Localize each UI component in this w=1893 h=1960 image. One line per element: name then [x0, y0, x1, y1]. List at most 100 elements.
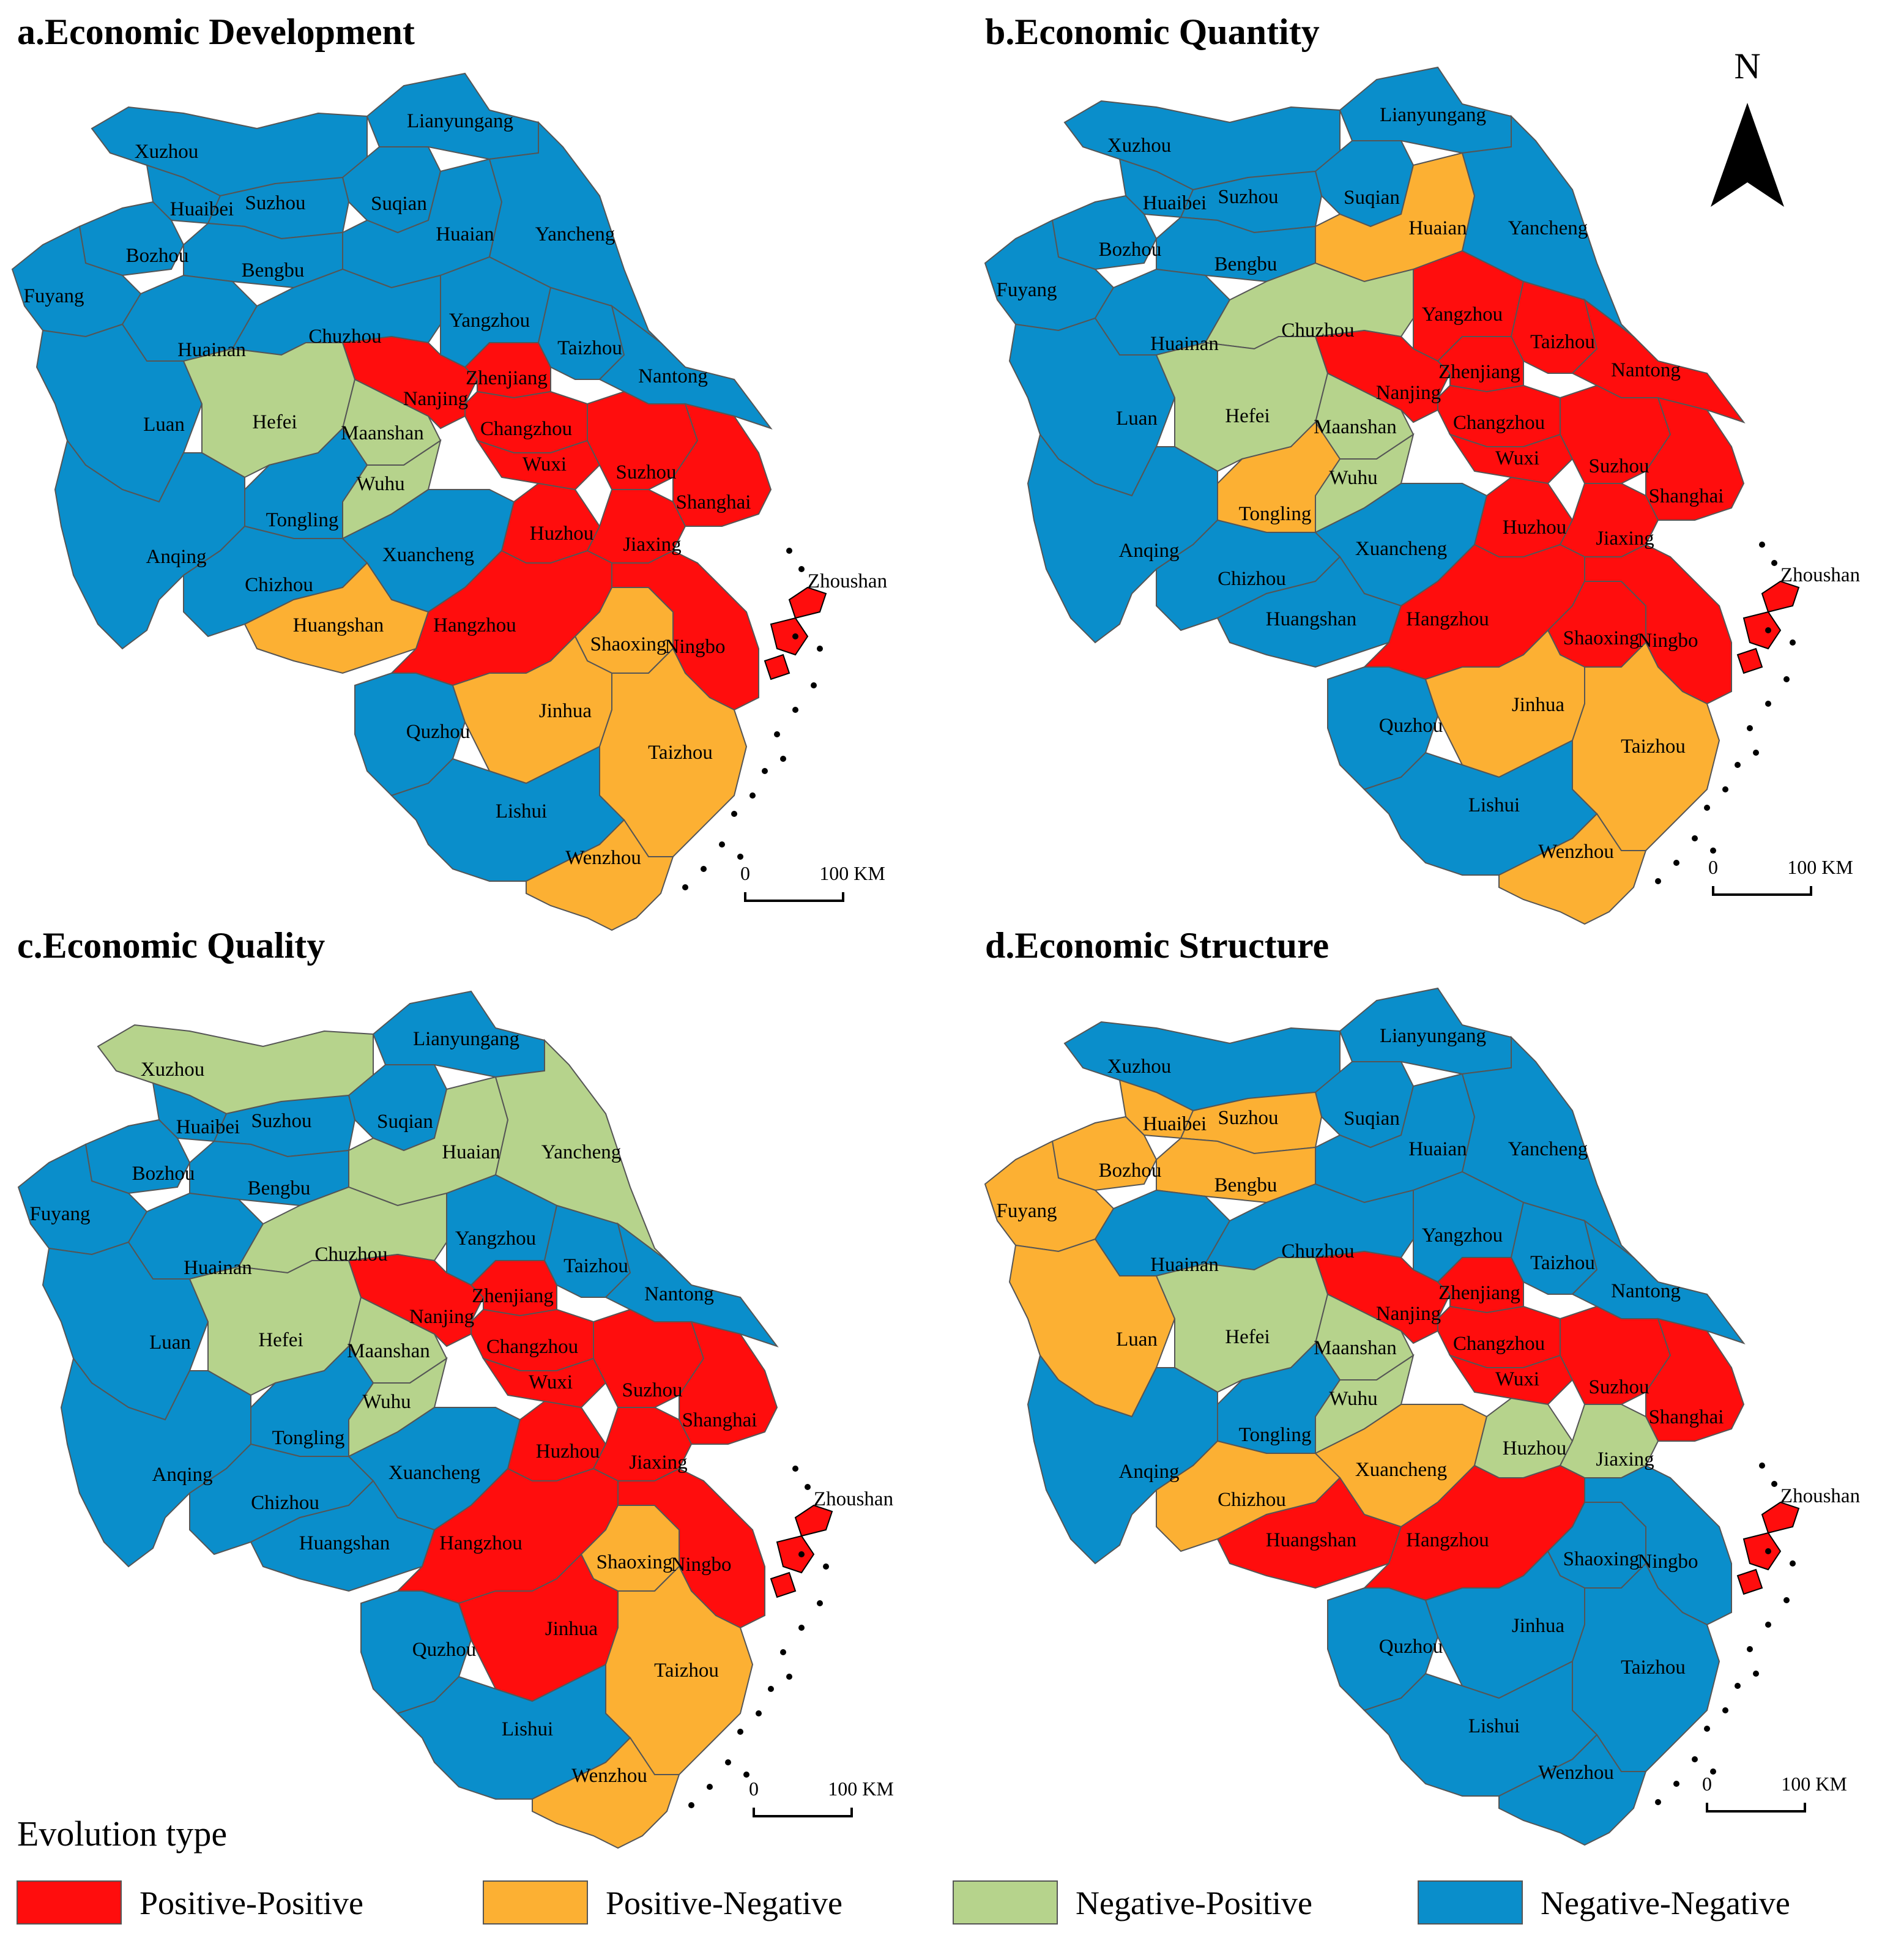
city-label: Shaoxing: [1563, 1548, 1640, 1570]
region-wenzhou: [1498, 813, 1647, 925]
region-shanghai: [672, 403, 772, 527]
scale-bar: 0 100 KM: [1708, 856, 1853, 896]
scale-end: 100 KM: [1781, 1773, 1847, 1795]
region-ningbo: [611, 550, 759, 711]
city-label: Suzhou: [1589, 455, 1649, 477]
city-label: Yancheng: [535, 223, 615, 245]
city-label: Ningbo: [1638, 630, 1698, 652]
city-label: Suqian: [371, 193, 427, 215]
city-label: Lianyungang: [1380, 1025, 1486, 1047]
city-label: Jinhua: [1512, 694, 1565, 716]
city-label: Xuzhou: [1107, 1056, 1171, 1078]
region-zhoushan-island: [770, 617, 809, 656]
city-label: Shanghai: [676, 491, 751, 513]
city-label: Chuzhou: [1281, 319, 1354, 341]
city-label: Nantong: [644, 1283, 714, 1305]
city-label: Tongling: [1239, 1424, 1312, 1446]
region-zhoushan-island: [764, 654, 790, 680]
city-label: Lishui: [496, 800, 547, 822]
city-label: Chizhou: [1218, 1489, 1286, 1511]
city-label: Xuzhou: [141, 1059, 204, 1081]
city-label: Huzhou: [1503, 516, 1566, 538]
city-label: Wenzhou: [565, 847, 641, 869]
city-label: Huainan: [1150, 1254, 1219, 1276]
city-label: Suzhou: [616, 461, 677, 483]
city-labels: Xuzhou Lianyungang Suqian Huaibei Suzhou Bozh…: [997, 104, 1861, 863]
city-label: Shanghai: [682, 1409, 757, 1431]
city-label: Shanghai: [1649, 1406, 1724, 1428]
region-zhoushan-island: [776, 1535, 815, 1574]
city-label: Wenzhou: [1538, 841, 1614, 863]
city-label: Yancheng: [541, 1141, 621, 1163]
city-label: Zhoushan: [814, 1488, 893, 1510]
north-arrow: N: [1711, 46, 1784, 207]
region-wenzhou: [532, 1737, 680, 1849]
city-label: Xuancheng: [1355, 1459, 1447, 1481]
scale-zero: 0: [1708, 856, 1718, 878]
city-label: Yangzhou: [455, 1228, 536, 1250]
region-zhoushan-island: [788, 586, 827, 619]
city-label: Fuyang: [24, 285, 84, 307]
region-zhoushan-island: [794, 1504, 833, 1537]
city-label: Wuxi: [1495, 1368, 1539, 1390]
city-label: Suzhou: [245, 192, 306, 214]
city-label: Suzhou: [622, 1379, 683, 1401]
city-label: Maanshan: [341, 422, 424, 444]
map-panel-d: Xuzhou Lianyungang Suqian Huaibei Suzhou Bozh…: [984, 987, 1861, 1846]
city-label: Chuzhou: [1281, 1240, 1354, 1262]
city-label: Anqing: [1119, 540, 1180, 562]
city-label: Suqian: [1344, 1108, 1400, 1130]
city-label: Jinhua: [539, 700, 592, 722]
city-label: Taizhou: [648, 742, 713, 764]
legend-label: Negative-Positive: [1076, 1885, 1312, 1921]
city-label: Zhoushan: [1780, 564, 1860, 586]
city-labels: Xuzhou Lianyungang Suqian Huaibei Suzhou Bozh…: [997, 1025, 1861, 1784]
coastal-islets: [688, 1466, 829, 1808]
city-label: Huzhou: [1503, 1437, 1566, 1459]
city-label: Wuxi: [523, 453, 567, 475]
city-label: Chizhou: [251, 1492, 319, 1514]
north-arrow-icon: [1711, 103, 1784, 207]
city-label: Suzhou: [1589, 1376, 1649, 1398]
map-panel-b: Xuzhou Lianyungang Suqian Huaibei Suzhou Bozh…: [984, 66, 1861, 925]
city-label: Bozhou: [126, 245, 189, 267]
region-zhoushan-island: [1761, 580, 1800, 613]
map-regions: [17, 990, 779, 1849]
city-label: Nanjing: [1376, 1303, 1441, 1325]
city-label: Huangshan: [299, 1532, 390, 1554]
legend-item-negative-negative: Negative-Negative: [1418, 1880, 1790, 1925]
map-panel-c: Xuzhou Lianyungang Suqian Huaibei Suzhou Bozh…: [17, 990, 893, 1849]
city-label: Chuzhou: [308, 326, 381, 348]
map-regions: [11, 72, 773, 931]
city-label: Jiaxing: [1596, 1448, 1654, 1470]
city-label: Ningbo: [1638, 1551, 1698, 1573]
city-label: Anqing: [1119, 1461, 1180, 1483]
city-label: Hefei: [1225, 1326, 1270, 1348]
city-label: Zhenjiang: [466, 367, 548, 389]
region-ningbo: [1584, 1464, 1732, 1626]
city-label: Quzhou: [1379, 715, 1443, 737]
legend-item-positive-positive: Positive-Positive: [17, 1880, 363, 1925]
region-zhoushan-island: [1742, 1532, 1782, 1571]
city-label: Huzhou: [536, 1440, 600, 1463]
scale-zero: 0: [749, 1778, 759, 1800]
city-label: Taizhou: [1530, 331, 1595, 353]
city-label: Taizhou: [1621, 1656, 1686, 1679]
city-label: Yancheng: [1508, 217, 1588, 239]
region-zhoushan-island: [1761, 1501, 1800, 1534]
city-label: Huainan: [177, 339, 246, 361]
city-label: Nantong: [638, 365, 708, 387]
city-label: Chizhou: [245, 574, 313, 596]
city-label: Lishui: [1468, 794, 1520, 816]
city-label: Suqian: [1344, 187, 1400, 209]
city-label: Huaibei: [170, 198, 234, 220]
legend-item-positive-negative: Positive-Negative: [483, 1880, 842, 1925]
scale-end: 100 KM: [1787, 856, 1853, 878]
city-label: Suqian: [377, 1111, 433, 1133]
city-label: Maanshan: [1314, 1337, 1397, 1359]
city-label: Huainan: [184, 1257, 252, 1279]
scale-bar: 0 100 KM: [749, 1778, 894, 1817]
city-label: Huaibei: [1143, 1113, 1207, 1135]
city-label: Quzhou: [1379, 1636, 1443, 1658]
